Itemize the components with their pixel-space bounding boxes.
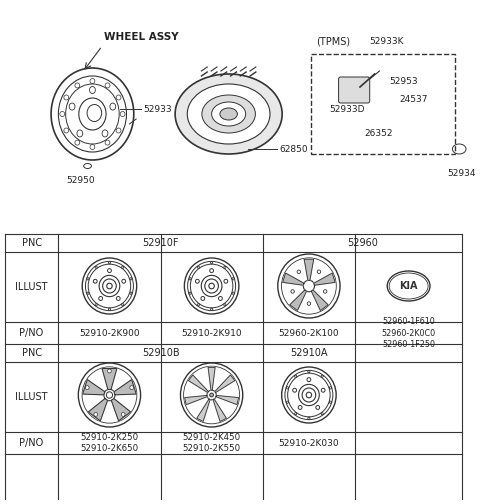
Polygon shape [102, 368, 117, 390]
Polygon shape [114, 380, 136, 395]
Polygon shape [189, 375, 208, 393]
Text: 24537: 24537 [399, 95, 427, 103]
Polygon shape [304, 259, 313, 280]
Text: 52910-2K250
52910-2K650: 52910-2K250 52910-2K650 [80, 432, 139, 454]
Text: 26352: 26352 [365, 130, 393, 139]
Circle shape [94, 412, 97, 416]
Text: ILLUST: ILLUST [15, 392, 48, 402]
Polygon shape [312, 290, 328, 310]
Text: WHEEL ASSY: WHEEL ASSY [104, 32, 179, 42]
Text: KIA: KIA [399, 281, 418, 291]
Text: 52960-1F610
52960-2K0C0
52960-1F250: 52960-1F610 52960-2K0C0 52960-1F250 [382, 317, 436, 349]
Text: 52960-2K100: 52960-2K100 [278, 329, 339, 338]
Text: (TPMS): (TPMS) [316, 36, 350, 46]
Circle shape [85, 386, 89, 390]
Text: 52933: 52933 [143, 104, 172, 113]
Text: 52934: 52934 [447, 169, 476, 178]
Text: 52953: 52953 [389, 78, 418, 87]
Text: 52910-2K900: 52910-2K900 [79, 329, 140, 338]
Text: ILLUST: ILLUST [15, 282, 48, 292]
Text: 52910B: 52910B [142, 348, 180, 358]
Circle shape [324, 290, 327, 293]
Polygon shape [215, 375, 235, 393]
Polygon shape [197, 399, 210, 421]
Circle shape [297, 270, 300, 274]
Text: 52933D: 52933D [329, 104, 364, 113]
Ellipse shape [212, 102, 246, 126]
Ellipse shape [220, 108, 238, 120]
Circle shape [317, 270, 321, 274]
Circle shape [108, 369, 111, 373]
Text: 52960: 52960 [347, 238, 378, 248]
Text: P/NO: P/NO [20, 438, 44, 448]
Polygon shape [283, 273, 304, 285]
Ellipse shape [202, 95, 255, 133]
FancyBboxPatch shape [338, 77, 370, 103]
Circle shape [121, 412, 125, 416]
Polygon shape [216, 396, 239, 405]
Ellipse shape [175, 74, 282, 154]
Text: 52910-2K030: 52910-2K030 [278, 438, 339, 448]
Polygon shape [314, 273, 335, 285]
Text: 52910A: 52910A [290, 348, 328, 358]
Circle shape [291, 290, 294, 293]
Polygon shape [208, 367, 215, 390]
Polygon shape [213, 399, 227, 421]
Text: 52950: 52950 [66, 176, 95, 185]
Polygon shape [88, 399, 108, 421]
Text: P/NO: P/NO [20, 328, 44, 338]
Polygon shape [111, 399, 131, 421]
Polygon shape [290, 290, 306, 310]
Text: 52910-2K450
52910-2K550: 52910-2K450 52910-2K550 [182, 432, 240, 454]
Polygon shape [83, 380, 105, 395]
Text: 52910F: 52910F [142, 238, 179, 248]
Text: 52933K: 52933K [370, 37, 404, 46]
Text: 62850: 62850 [279, 145, 308, 154]
Text: 52910-2K910: 52910-2K910 [181, 329, 242, 338]
Text: PNC: PNC [22, 238, 42, 248]
Circle shape [130, 386, 133, 390]
Text: PNC: PNC [22, 348, 42, 358]
Circle shape [307, 302, 311, 305]
Ellipse shape [187, 84, 270, 144]
Polygon shape [185, 396, 207, 405]
Circle shape [210, 393, 214, 397]
